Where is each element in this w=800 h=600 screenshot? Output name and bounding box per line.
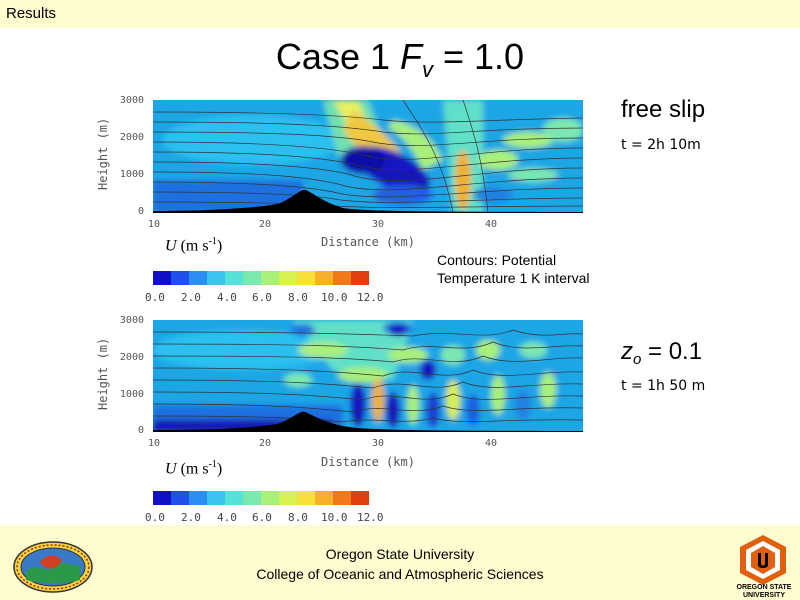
colorbar-swatch — [279, 271, 297, 285]
time-label: t = 2h 10m — [621, 137, 701, 153]
ytick: 1000 — [119, 389, 144, 400]
u-exp: -1 — [208, 459, 217, 470]
title-subscript: v — [422, 57, 433, 82]
u-symbol: U — [165, 460, 177, 478]
xtick: 10 — [148, 219, 161, 230]
colorbar-swatch — [225, 271, 243, 285]
footer-bar — [0, 525, 800, 600]
colorbar-tick: 8.0 — [288, 511, 308, 524]
colorbar-tick: 2.0 — [181, 291, 201, 304]
colorbar-swatch — [153, 491, 171, 505]
ytick: 0 — [137, 425, 144, 436]
colorbar-tick: 10.0 — [321, 291, 348, 304]
colorbar-swatch — [243, 271, 261, 285]
colorbar-swatch — [297, 271, 315, 285]
ytick: 0 — [137, 206, 144, 217]
osu-logo-text: OREGON STATE UNIVERSITY — [736, 584, 792, 599]
colorbar-tick: 10.0 — [321, 511, 348, 524]
time-label: t = 1h 50 m — [621, 378, 706, 394]
header-label: Results — [6, 5, 57, 22]
free-slip-label: free slip — [621, 96, 706, 123]
roughness-label: zo = 0.1 — [621, 338, 702, 368]
colorbar-swatch — [171, 271, 189, 285]
u-exp: -1 — [208, 236, 217, 247]
xtick: 30 — [372, 438, 385, 449]
roughness-value: = 0.1 — [641, 338, 703, 365]
colorbar-tick: 4.0 — [217, 291, 237, 304]
footer-university: Oregon State University — [325, 546, 475, 562]
colorbar-swatch — [189, 271, 207, 285]
contours-note: Contours: Potential Temperature 1 K inte… — [437, 251, 590, 287]
xtick: 20 — [259, 219, 272, 230]
xtick: 10 — [148, 438, 161, 449]
colorbar-swatch — [261, 491, 279, 505]
plot-free-slip — [153, 100, 583, 213]
xtick: 20 — [259, 438, 272, 449]
colorbar-tick: 4.0 — [217, 511, 237, 524]
title-prefix: Case 1 — [275, 36, 400, 77]
colorbar-swatch — [171, 491, 189, 505]
u-close: ) — [216, 460, 223, 478]
colorbar-swatch — [333, 491, 351, 505]
ytick: 1000 — [119, 169, 144, 180]
contours-note-line2: Temperature 1 K interval — [437, 270, 590, 286]
colorbar-swatch — [333, 271, 351, 285]
colorbar-swatch — [315, 491, 333, 505]
plot-roughness — [153, 320, 583, 432]
footer-college: College of Oceanic and Atmospheric Scien… — [256, 566, 544, 582]
colorbar-swatch — [207, 271, 225, 285]
x-axis-label: Distance (km) — [321, 455, 415, 469]
u-label: U (m s-1) — [165, 236, 222, 255]
colorbar-swatch — [207, 491, 225, 505]
colorbar — [153, 491, 369, 505]
colorbar-swatch — [351, 491, 369, 505]
slide-title: Case 1 Fv = 1.0 — [0, 36, 800, 83]
y-axis-label: Height (m) — [96, 337, 110, 410]
u-units: (m s — [180, 237, 209, 255]
osu-logo — [740, 535, 786, 585]
u-label: U (m s-1) — [165, 459, 222, 478]
ytick: 3000 — [119, 315, 144, 326]
colorbar-swatch — [315, 271, 333, 285]
colorbar-swatch — [351, 271, 369, 285]
ytick: 2000 — [119, 352, 144, 363]
header-bar — [0, 0, 800, 28]
contours-note-line1: Contours: Potential — [437, 252, 557, 268]
title-symbol: F — [400, 36, 422, 77]
colorbar-tick: 12.0 — [357, 511, 384, 524]
colorbar-swatch — [243, 491, 261, 505]
colorbar-tick: 2.0 — [181, 511, 201, 524]
u-close: ) — [216, 237, 223, 255]
ytick: 3000 — [119, 95, 144, 106]
u-units: (m s — [180, 460, 209, 478]
colorbar-swatch — [279, 491, 297, 505]
colorbar-swatch — [225, 491, 243, 505]
roughness-symbol: z — [621, 338, 633, 365]
roughness-subscript: o — [633, 351, 642, 368]
colorbar-tick: 8.0 — [288, 291, 308, 304]
colorbar-tick: 6.0 — [252, 511, 272, 524]
u-symbol: U — [165, 237, 177, 255]
college-seal-logo — [13, 541, 93, 593]
colorbar — [153, 271, 369, 285]
colorbar-swatch — [189, 491, 207, 505]
ytick: 2000 — [119, 132, 144, 143]
title-suffix: = 1.0 — [433, 36, 525, 77]
colorbar-swatch — [261, 271, 279, 285]
xtick: 40 — [485, 219, 498, 230]
colorbar-tick: 12.0 — [357, 291, 384, 304]
xtick: 30 — [372, 219, 385, 230]
x-axis-label: Distance (km) — [321, 235, 415, 249]
colorbar-swatch — [297, 491, 315, 505]
xtick: 40 — [485, 438, 498, 449]
y-axis-label: Height (m) — [96, 117, 110, 190]
colorbar-tick: 0.0 — [145, 511, 165, 524]
colorbar-tick: 6.0 — [252, 291, 272, 304]
colorbar-tick: 0.0 — [145, 291, 165, 304]
colorbar-swatch — [153, 271, 171, 285]
